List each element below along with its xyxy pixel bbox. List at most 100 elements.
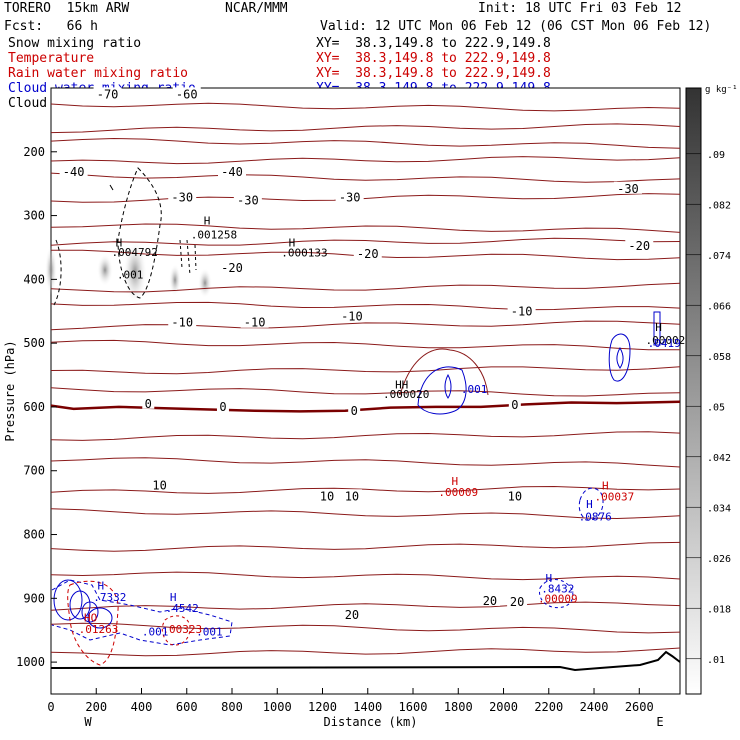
temperature-label-bg [233,193,262,206]
rain-contour [161,615,191,646]
temperature-label-bg [348,403,361,416]
isotherm [50,123,681,134]
temperature-label-bg [337,309,366,322]
temperature-label: -30 [171,191,193,205]
cloud-ice-contour [109,184,114,191]
temperature-label-bg [218,260,247,273]
cloud-water-contour [53,579,83,621]
isotherm [50,485,681,494]
colorbar-label: .066 [707,301,731,312]
cloud-water-contour [87,607,113,629]
temperature-label: -10 [511,304,533,318]
isotherm [50,541,681,552]
x-tick-label: 1400 [353,700,382,714]
temperature-label-bg [172,87,201,100]
isotherm [50,237,681,246]
temperature-label-bg [507,595,528,608]
field-xy: XY= 38.3,149.8 to 222.9,149.8 [316,51,551,66]
temperature-label: -30 [339,191,361,205]
temperature-label-bg [508,398,521,411]
extrema-label: HO [84,611,97,624]
colorbar-label: .082 [707,200,731,211]
isotherm [50,647,681,657]
x-tick-label: 400 [131,700,153,714]
temperature-label-bg [341,607,362,620]
extrema-label: .004792 [112,246,158,259]
extrema-label: .001 [461,383,488,396]
extrema-label: H [204,215,211,228]
x-axis-label: Distance (km) [324,715,418,729]
temperature-label: -20 [357,247,379,261]
cloud-water-contour [608,333,631,382]
field-xy: XY= 38.3,149.8 to 222.9,149.8 [316,36,551,51]
extrema-label: .000133 [281,247,327,260]
x-tick-label: 2400 [580,700,609,714]
isotherm [50,387,681,397]
cloud-water-contour [81,601,99,623]
cloud-ice-contour [179,239,197,276]
x-tick-label: 2000 [489,700,518,714]
cloud-water-contour [417,366,467,415]
isotherm [50,172,681,183]
isotherm [50,601,681,611]
extrema-label: .00323 [162,623,202,636]
isotherm [50,223,681,233]
temperature-label-bg [149,478,170,491]
isotherm [50,366,681,375]
snow-shading [97,254,113,286]
colorbar-gradient [685,87,702,695]
extrema-label: H [586,498,593,511]
temperature-label-bg [240,315,269,328]
cloud-water-contour [51,579,233,646]
isotherm [50,339,680,351]
extrema-label: H [602,479,609,492]
temperature-label-bg [625,239,654,252]
y-tick-label: 1000 [16,655,45,669]
colorbar-label: .018 [707,604,731,615]
extrema-label: .001 [117,268,144,281]
temperature-label-bg [317,489,338,502]
isotherm [50,301,681,311]
temperature-label: 20 [510,595,524,609]
temperature-label-bg [613,181,642,194]
terrain-line [50,650,681,672]
x-tick-label: 1200 [308,700,337,714]
colorbar-label: .058 [707,352,731,363]
snow-shading [169,264,181,296]
temperature-label-bg [216,399,229,412]
isotherm [50,156,681,165]
temperature-label: -40 [63,165,85,179]
colorbar-label: .074 [707,251,731,262]
cloud-ice-contour [117,167,162,299]
temperature-label: -40 [221,165,243,179]
temperature-label: 0 [145,397,152,411]
cloud-water-contour [578,487,604,521]
extrema-label: H [289,236,296,249]
extrema-label: .0876 [579,511,612,524]
extrema-label: .8432 [541,583,574,596]
x-tick-label: 2600 [625,700,654,714]
temperature-label-bg [479,593,500,606]
snow-shading [45,245,57,295]
field-name: Snow mixing ratio [8,36,142,51]
temperature-label: -70 [97,87,119,101]
west-label: W [84,715,92,729]
temperature-label: 0 [219,400,226,414]
temperature-label: -60 [176,87,198,101]
temperature-label-bg [335,190,364,203]
temperature-label: -10 [244,316,266,330]
y-tick-label: 300 [23,209,45,223]
y-tick-label: 700 [23,464,45,478]
y-tick-label: 600 [23,400,45,414]
extrema-label: .000027 [646,334,692,347]
cloud-water-contour [653,311,661,346]
isotherm [50,622,681,634]
colorbar-label: .01 [707,655,725,666]
y-axis-label: Pressure (hPa) [3,340,17,441]
isotherm [50,508,681,520]
extrema-label: H [452,475,459,488]
extrema-label: .00009 [438,486,478,499]
x-tick-label: 0 [47,700,54,714]
y-tick-label: 900 [23,591,45,605]
extrema-label: .001258 [191,229,237,242]
